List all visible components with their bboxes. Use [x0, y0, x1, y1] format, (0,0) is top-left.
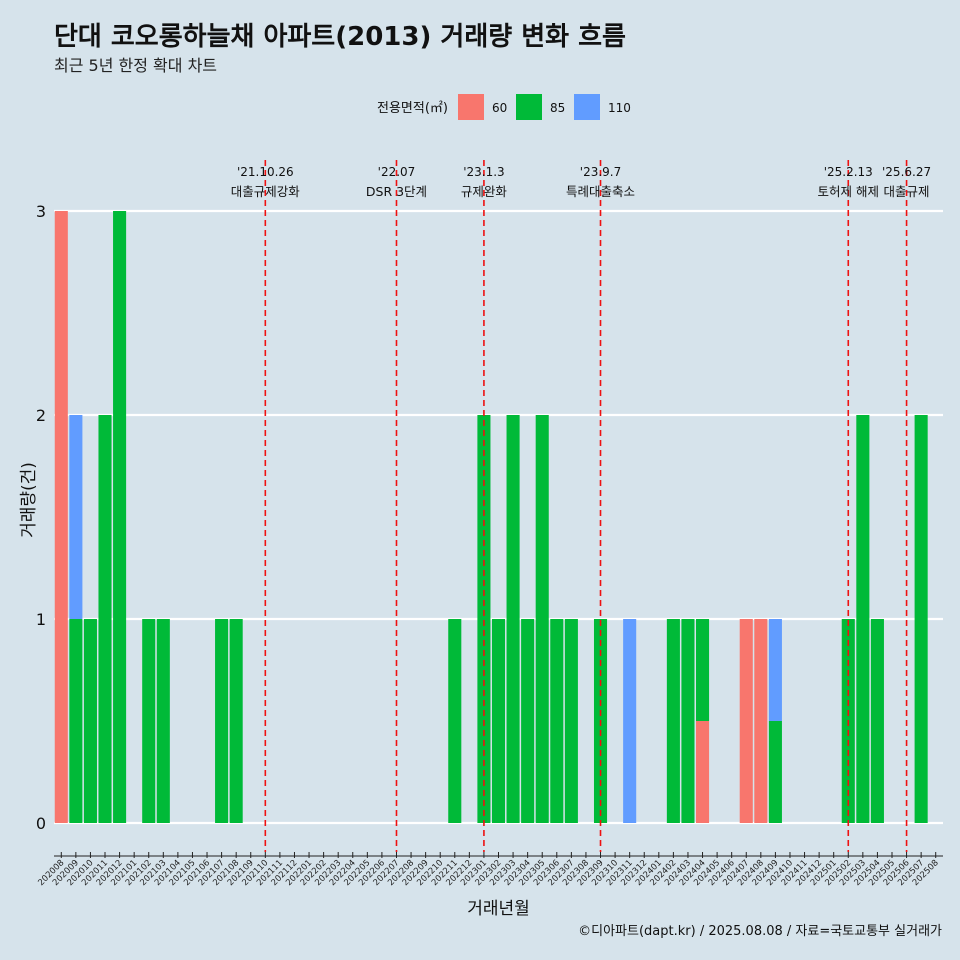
event-label: 규제완화 [461, 184, 508, 199]
bar-85-202402 [666, 619, 680, 823]
event-label: DSR 3단계 [366, 184, 427, 199]
event-label: 토허제 해제 [818, 184, 879, 199]
legend-swatch-110 [574, 94, 600, 120]
bar-85-202409 [768, 721, 782, 823]
legend-swatch-60 [458, 94, 484, 120]
event-date-label: '21.10.26 [237, 165, 294, 179]
bar-60-202404 [695, 721, 710, 823]
bar-85-202303 [506, 415, 520, 823]
bar-85-202211 [448, 619, 462, 823]
bar-110-202409 [768, 619, 782, 721]
event-date-label: '23.1.3 [463, 165, 504, 179]
bar-85-202107 [215, 619, 229, 823]
event-date-label: '25.6.27 [882, 165, 931, 179]
bar-85-202012 [113, 211, 127, 823]
event-date-label: '25.2.13 [824, 165, 873, 179]
bar-60-202408 [754, 619, 768, 823]
bar-85-202507 [914, 415, 928, 823]
bar-85-202302 [491, 619, 506, 823]
event-date-label: '22.07 [378, 165, 416, 179]
chart-subtitle: 최근 5년 한정 확대 차트 [54, 56, 218, 75]
bar-85-202108 [229, 619, 243, 823]
event-date-label: '23.9.7 [580, 165, 621, 179]
legend-label-60: 60 [492, 101, 507, 115]
bar-85-202504 [870, 619, 884, 823]
event-label: 대출규제강화 [231, 184, 301, 199]
bar-85-202103 [156, 619, 170, 823]
y-tick-label: 3 [36, 202, 46, 221]
legend-title: 전용면적(㎡) [377, 101, 448, 116]
legend-label-85: 85 [550, 101, 565, 115]
event-label: 대출규제 [884, 184, 930, 199]
bar-85-202306 [550, 619, 564, 823]
bar-85-202010 [83, 619, 97, 823]
bar-85-202301 [477, 415, 491, 823]
x-axis-title: 거래년월 [467, 899, 530, 919]
bar-110-202009 [69, 415, 83, 619]
bar-110-202311 [623, 619, 637, 823]
bar-85-202307 [564, 619, 578, 823]
chart-title: 단대 코오롱하늘채 아파트(2013) 거래량 변화 흐름 [54, 22, 626, 52]
y-tick-label: 1 [36, 610, 46, 629]
bar-85-202304 [521, 619, 535, 823]
y-tick-label: 0 [36, 814, 46, 833]
legend-label-110: 110 [608, 101, 631, 115]
bar-85-202503 [856, 415, 870, 823]
y-tick-label: 2 [36, 406, 46, 425]
legend-swatch-85 [516, 94, 542, 120]
bar-85-202305 [535, 415, 549, 823]
event-label: 특례대출축소 [566, 184, 635, 199]
chart-caption: ©디아파트(dapt.kr) / 2025.08.08 / 자료=국토교통부 실… [578, 924, 942, 939]
bar-85-202403 [681, 619, 695, 823]
y-axis-title: 거래량(건) [19, 462, 39, 538]
bar-60-202407 [739, 619, 753, 823]
bar-60-202008 [54, 211, 68, 823]
bar-85-202102 [142, 619, 156, 823]
bar-85-202009 [69, 619, 83, 823]
bar-85-202404 [695, 619, 710, 721]
bar-85-202011 [98, 415, 112, 823]
